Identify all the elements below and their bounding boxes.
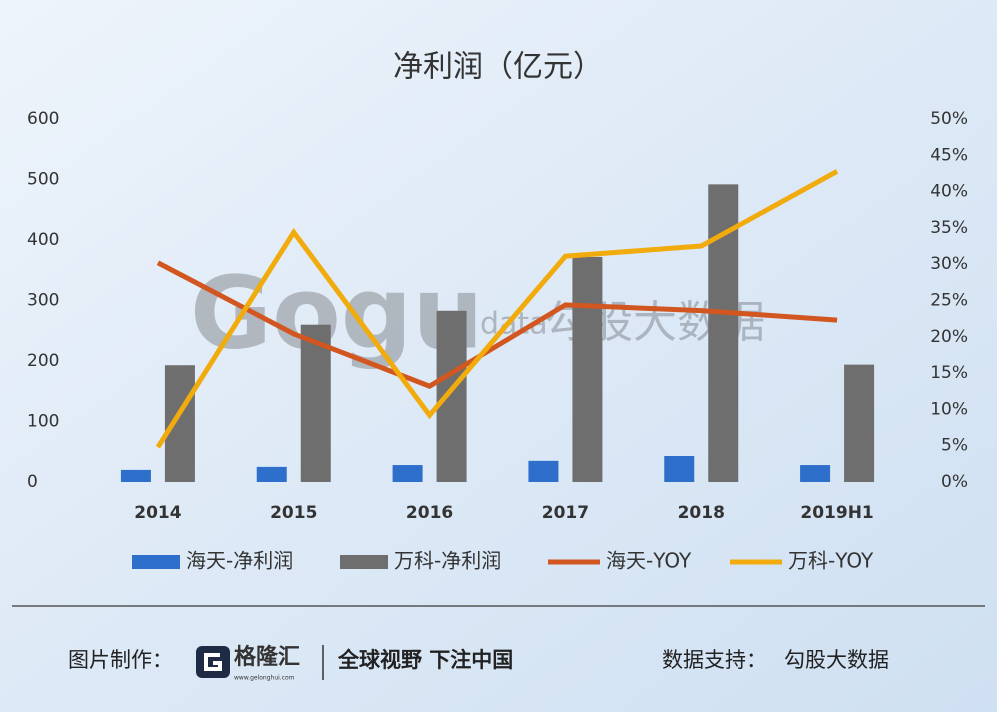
brand: 格隆汇	[234, 644, 300, 670]
y2-tick-label: 35%	[930, 218, 968, 238]
y-tick-label: 100	[27, 412, 59, 432]
y2-tick-label: 20%	[930, 327, 968, 347]
bar	[392, 465, 423, 482]
y2-tick-label: 0%	[941, 472, 968, 492]
bar	[300, 324, 331, 482]
chart-title: 净利润（亿元）	[393, 50, 603, 85]
y2-tick-label: 50%	[930, 109, 968, 129]
line	[156, 260, 838, 389]
bar	[800, 465, 831, 482]
bar	[120, 469, 151, 482]
y2-tick-label: 5%	[941, 436, 968, 456]
bar	[664, 455, 695, 482]
x-tick-label: 2016	[406, 503, 453, 523]
made-by-label: 图片制作：	[68, 648, 173, 672]
x-tick-label: 2017	[542, 503, 589, 523]
legend-label: 万科-净利润	[394, 549, 501, 573]
bar	[256, 466, 287, 482]
support-label: 数据支持：	[662, 648, 767, 672]
x-tick-label: 2019H1	[800, 503, 873, 523]
y-tick-label: 600	[27, 109, 59, 129]
y-tick-label: 500	[27, 170, 59, 190]
y2-tick-label: 15%	[930, 363, 968, 383]
slogan: 全球视野 下注中国	[337, 648, 513, 672]
support: 勾股大数据	[784, 648, 889, 672]
legend-label: 海天-净利润	[186, 549, 293, 573]
x-tick-label: 2015	[270, 503, 317, 523]
y2-tick-label: 25%	[930, 291, 968, 311]
legend-swatch	[340, 555, 388, 569]
bar	[572, 256, 603, 482]
y2-tick-label: 10%	[930, 399, 968, 419]
x-tick-label: 2018	[678, 503, 725, 523]
plot: 0 100 200 300 400 500 600 0% 5% 10% 15% 20% 25% 30% 35…	[27, 109, 968, 573]
bar	[844, 364, 875, 482]
x-tick-label: 2014	[134, 503, 181, 523]
bar	[436, 310, 467, 482]
y2-tick-label: 30%	[930, 254, 968, 274]
y2-tick-label: 40%	[930, 182, 968, 202]
brand-icon-g	[204, 653, 222, 671]
legend-label: 海天-YOY	[606, 549, 692, 573]
bar	[164, 365, 195, 482]
y-tick-label: 200	[27, 351, 59, 371]
y-tick-label: 0	[27, 472, 38, 492]
line	[155, 169, 839, 449]
legend-label: 万科-YOY	[788, 549, 874, 573]
brand-url: www.gelonghui.com	[234, 675, 295, 682]
y-tick-label: 300	[27, 291, 59, 311]
legend-swatch	[132, 555, 180, 569]
bar	[528, 460, 559, 482]
y-tick-label: 400	[27, 230, 59, 250]
y2-tick-label: 45%	[930, 145, 968, 165]
